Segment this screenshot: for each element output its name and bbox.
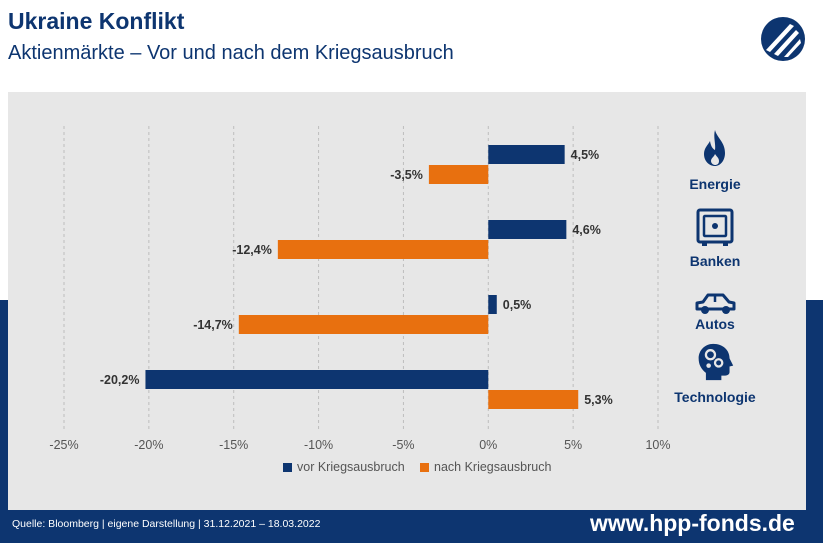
bar-nach bbox=[488, 390, 579, 409]
bar-nach bbox=[238, 315, 489, 334]
x-tick-label: -10% bbox=[304, 438, 333, 452]
bar-nach bbox=[277, 240, 489, 259]
x-tick-label: -20% bbox=[134, 438, 163, 452]
car-icon bbox=[695, 293, 736, 314]
data-label: 4,6% bbox=[572, 223, 601, 237]
legend-swatch-nach bbox=[420, 462, 429, 472]
page-title: Ukraine Konflikt bbox=[8, 8, 185, 34]
legend-item-nach: nach Kriegsausbruch bbox=[420, 460, 551, 474]
x-tick-label: 0% bbox=[479, 438, 497, 452]
website-link[interactable]: www.hpp-fonds.de bbox=[590, 510, 795, 536]
bar-vor bbox=[145, 370, 489, 389]
category-label-banken: Banken bbox=[689, 253, 741, 269]
legend-label-vor: vor Kriegsausbruch bbox=[297, 460, 405, 474]
legend-label-nach: nach Kriegsausbruch bbox=[434, 460, 552, 474]
chart-panel bbox=[8, 92, 806, 510]
category-label-autos: Autos bbox=[695, 316, 735, 332]
bar-vor bbox=[488, 145, 565, 164]
category-label-technologie: Technologie bbox=[674, 389, 756, 405]
legend-swatch-vor bbox=[283, 462, 292, 472]
x-tick-label: 5% bbox=[564, 438, 582, 452]
x-tick-label: -5% bbox=[392, 438, 414, 452]
x-tick-label: 10% bbox=[645, 438, 670, 452]
category-label-energie: Energie bbox=[689, 176, 741, 192]
x-tick-label: -25% bbox=[49, 438, 78, 452]
data-label: 4,5% bbox=[571, 148, 600, 162]
bar-nach bbox=[428, 165, 489, 184]
source-note: Quelle: Bloomberg | eigene Darstellung |… bbox=[12, 518, 321, 530]
data-label: -14,7% bbox=[193, 318, 233, 332]
page-subtitle: Aktienmärkte – Vor und nach dem Kriegsau… bbox=[8, 42, 454, 64]
header bbox=[0, 0, 823, 92]
bar-vor bbox=[488, 220, 567, 239]
data-label: -3,5% bbox=[390, 168, 423, 182]
x-tick-label: -15% bbox=[219, 438, 248, 452]
safe-icon bbox=[696, 208, 734, 246]
data-label: -12,4% bbox=[232, 243, 272, 257]
logo-icon bbox=[761, 17, 805, 61]
legend-item-vor: vor Kriegsausbruch bbox=[283, 460, 405, 474]
bar-vor bbox=[488, 295, 497, 314]
data-label: 0,5% bbox=[503, 298, 532, 312]
data-label: -20,2% bbox=[100, 373, 140, 387]
flame-icon bbox=[704, 130, 725, 166]
data-label: 5,3% bbox=[584, 393, 613, 407]
head-gears-icon bbox=[698, 343, 734, 381]
